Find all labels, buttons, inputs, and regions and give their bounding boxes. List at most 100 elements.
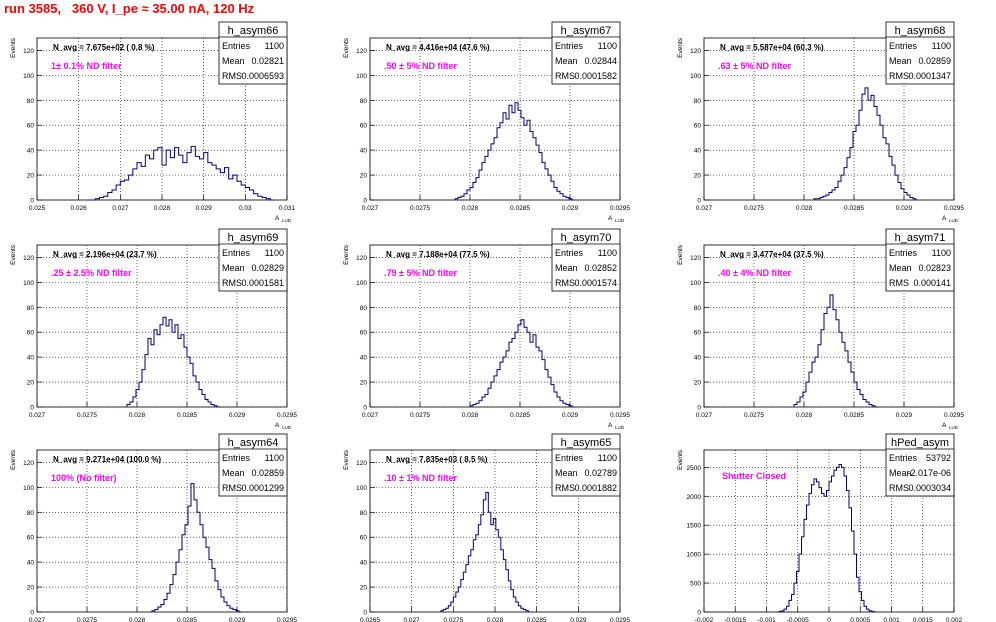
y-tick-label: 100 [690, 73, 701, 80]
x-tick-label: 0.027 [362, 205, 379, 212]
y-tick-label: 60 [694, 330, 702, 337]
x-tick-label: 0.0275 [744, 205, 764, 212]
x-tick-label: -0.002 [695, 617, 714, 622]
y-tick-label: 0 [697, 198, 701, 205]
x-tick-label: 0.0285 [510, 205, 530, 212]
x-tick-label: 0.002 [946, 617, 963, 622]
histogram-series [469, 319, 575, 408]
x-tick-label: 0.029 [229, 412, 246, 419]
y-tick-label: 0 [363, 405, 367, 412]
stat-value: 0.02859 [918, 56, 951, 66]
y-tick-label: 60 [694, 123, 702, 130]
stat-label: Entries [889, 453, 918, 463]
filter-annotation: 100% (No filter) [51, 473, 117, 483]
stat-label: RMS [555, 71, 575, 81]
x-tick-label: 0.001 [883, 617, 900, 622]
x-axis-subscript: LUD [282, 425, 292, 430]
y-tick-label: 100 [23, 280, 34, 287]
x-tick-label: 0.0295 [944, 412, 964, 419]
x-tick-label: 0.029 [196, 205, 213, 212]
stat-label: Mean [222, 468, 245, 478]
y-axis-label: Events [343, 449, 350, 470]
y-tick-label: 0 [30, 610, 34, 617]
y-tick-label: 120 [356, 460, 367, 467]
x-tick-label: -0.0005 [787, 617, 809, 622]
navg-label: N_avg = 5.587e+04 (60.3 %) [720, 43, 824, 52]
x-tick-label: 0.027 [29, 617, 46, 622]
stat-value: 0.02844 [584, 56, 617, 66]
x-tick-label: 0.029 [562, 205, 579, 212]
x-tick-label: 0.028 [462, 412, 479, 419]
stat-label: RMS [555, 278, 575, 288]
histogram-name: h_asym71 [895, 232, 946, 244]
y-axis-label: Events [10, 244, 17, 265]
y-tick-label: 60 [27, 535, 35, 542]
stat-value: 0.000141 [913, 278, 951, 288]
filter-annotation: .10 ± 1% ND filter [384, 473, 457, 483]
x-tick-label: 0.0295 [277, 617, 297, 622]
x-tick-label: 0.0295 [277, 412, 297, 419]
navg-label: N_avg = 3.477e+04 (37.5 %) [720, 250, 824, 259]
y-axis-label: Events [343, 244, 350, 265]
x-axis-label: A [608, 422, 613, 429]
x-tick-label: 0.027 [404, 617, 421, 622]
y-tick-label: 100 [23, 485, 34, 492]
y-tick-label: 100 [356, 485, 367, 492]
stat-label: RMS [222, 483, 242, 493]
y-tick-label: 120 [690, 48, 701, 55]
x-tick-label: 0.026 [71, 205, 88, 212]
y-tick-label: 40 [27, 560, 35, 567]
stat-value: 1100 [598, 453, 617, 463]
stat-value: 1100 [932, 41, 951, 51]
stat-value: 0.0001882 [574, 483, 617, 493]
stat-label: Entries [889, 41, 918, 51]
x-tick-label: 0.0275 [443, 617, 463, 622]
stats-box [218, 21, 288, 85]
y-tick-label: 120 [356, 48, 367, 55]
y-tick-label: 40 [360, 148, 368, 155]
y-axis-label: Events [343, 37, 350, 58]
stat-label: Entries [555, 41, 584, 51]
stat-label: Entries [222, 453, 251, 463]
x-tick-label: 0.027 [696, 205, 713, 212]
y-tick-label: 20 [360, 380, 368, 387]
stat-label: Mean [222, 56, 245, 66]
x-axis-label: A [942, 215, 947, 222]
x-tick-label: -0.0015 [724, 617, 746, 622]
y-tick-label: 100 [690, 280, 701, 287]
y-tick-label: 100 [356, 73, 367, 80]
histogram-series [454, 102, 575, 201]
y-tick-label: 20 [360, 173, 368, 180]
histogram-name: h_asym64 [228, 437, 279, 449]
stats-box [551, 21, 621, 85]
x-axis-subscript: LUD [282, 218, 292, 223]
filter-annotation: 1± 0.1% ND filter [51, 61, 122, 71]
y-axis-label: Events [677, 449, 684, 470]
x-tick-label: 0.0275 [744, 412, 764, 419]
x-axis-subscript: LUD [615, 425, 625, 430]
y-tick-label: 120 [690, 255, 701, 262]
stat-value: 0.02789 [584, 468, 617, 478]
y-tick-label: 0 [697, 405, 701, 412]
stats-box [551, 228, 621, 292]
histogram-series [87, 145, 275, 201]
stat-value: 0.0001582 [574, 71, 617, 81]
y-tick-label: 1500 [687, 523, 702, 530]
stat-label: RMS [889, 71, 909, 81]
y-tick-label: 60 [360, 123, 368, 130]
stat-label: Entries [222, 41, 251, 51]
histogram-pane: 0.027 0.0275 0.028 0.0285 0.029 0.0295 0 20 40 60… [343, 21, 630, 223]
y-tick-label: 20 [694, 380, 702, 387]
x-tick-label: 0.029 [229, 617, 246, 622]
y-tick-label: 40 [694, 148, 702, 155]
y-tick-label: 0 [30, 198, 34, 205]
navg-label: N_avg = 7.188e+04 (77.5 %) [386, 250, 490, 259]
x-tick-label: 0.0295 [944, 205, 964, 212]
histogram-name: h_asym67 [561, 25, 612, 37]
y-tick-label: 500 [690, 581, 701, 588]
stat-label: Mean [222, 263, 245, 273]
x-tick-label: 0.0295 [610, 412, 630, 419]
stat-value: 1100 [598, 248, 617, 258]
x-tick-label: 0.029 [896, 205, 913, 212]
stat-label: RMS [222, 71, 242, 81]
